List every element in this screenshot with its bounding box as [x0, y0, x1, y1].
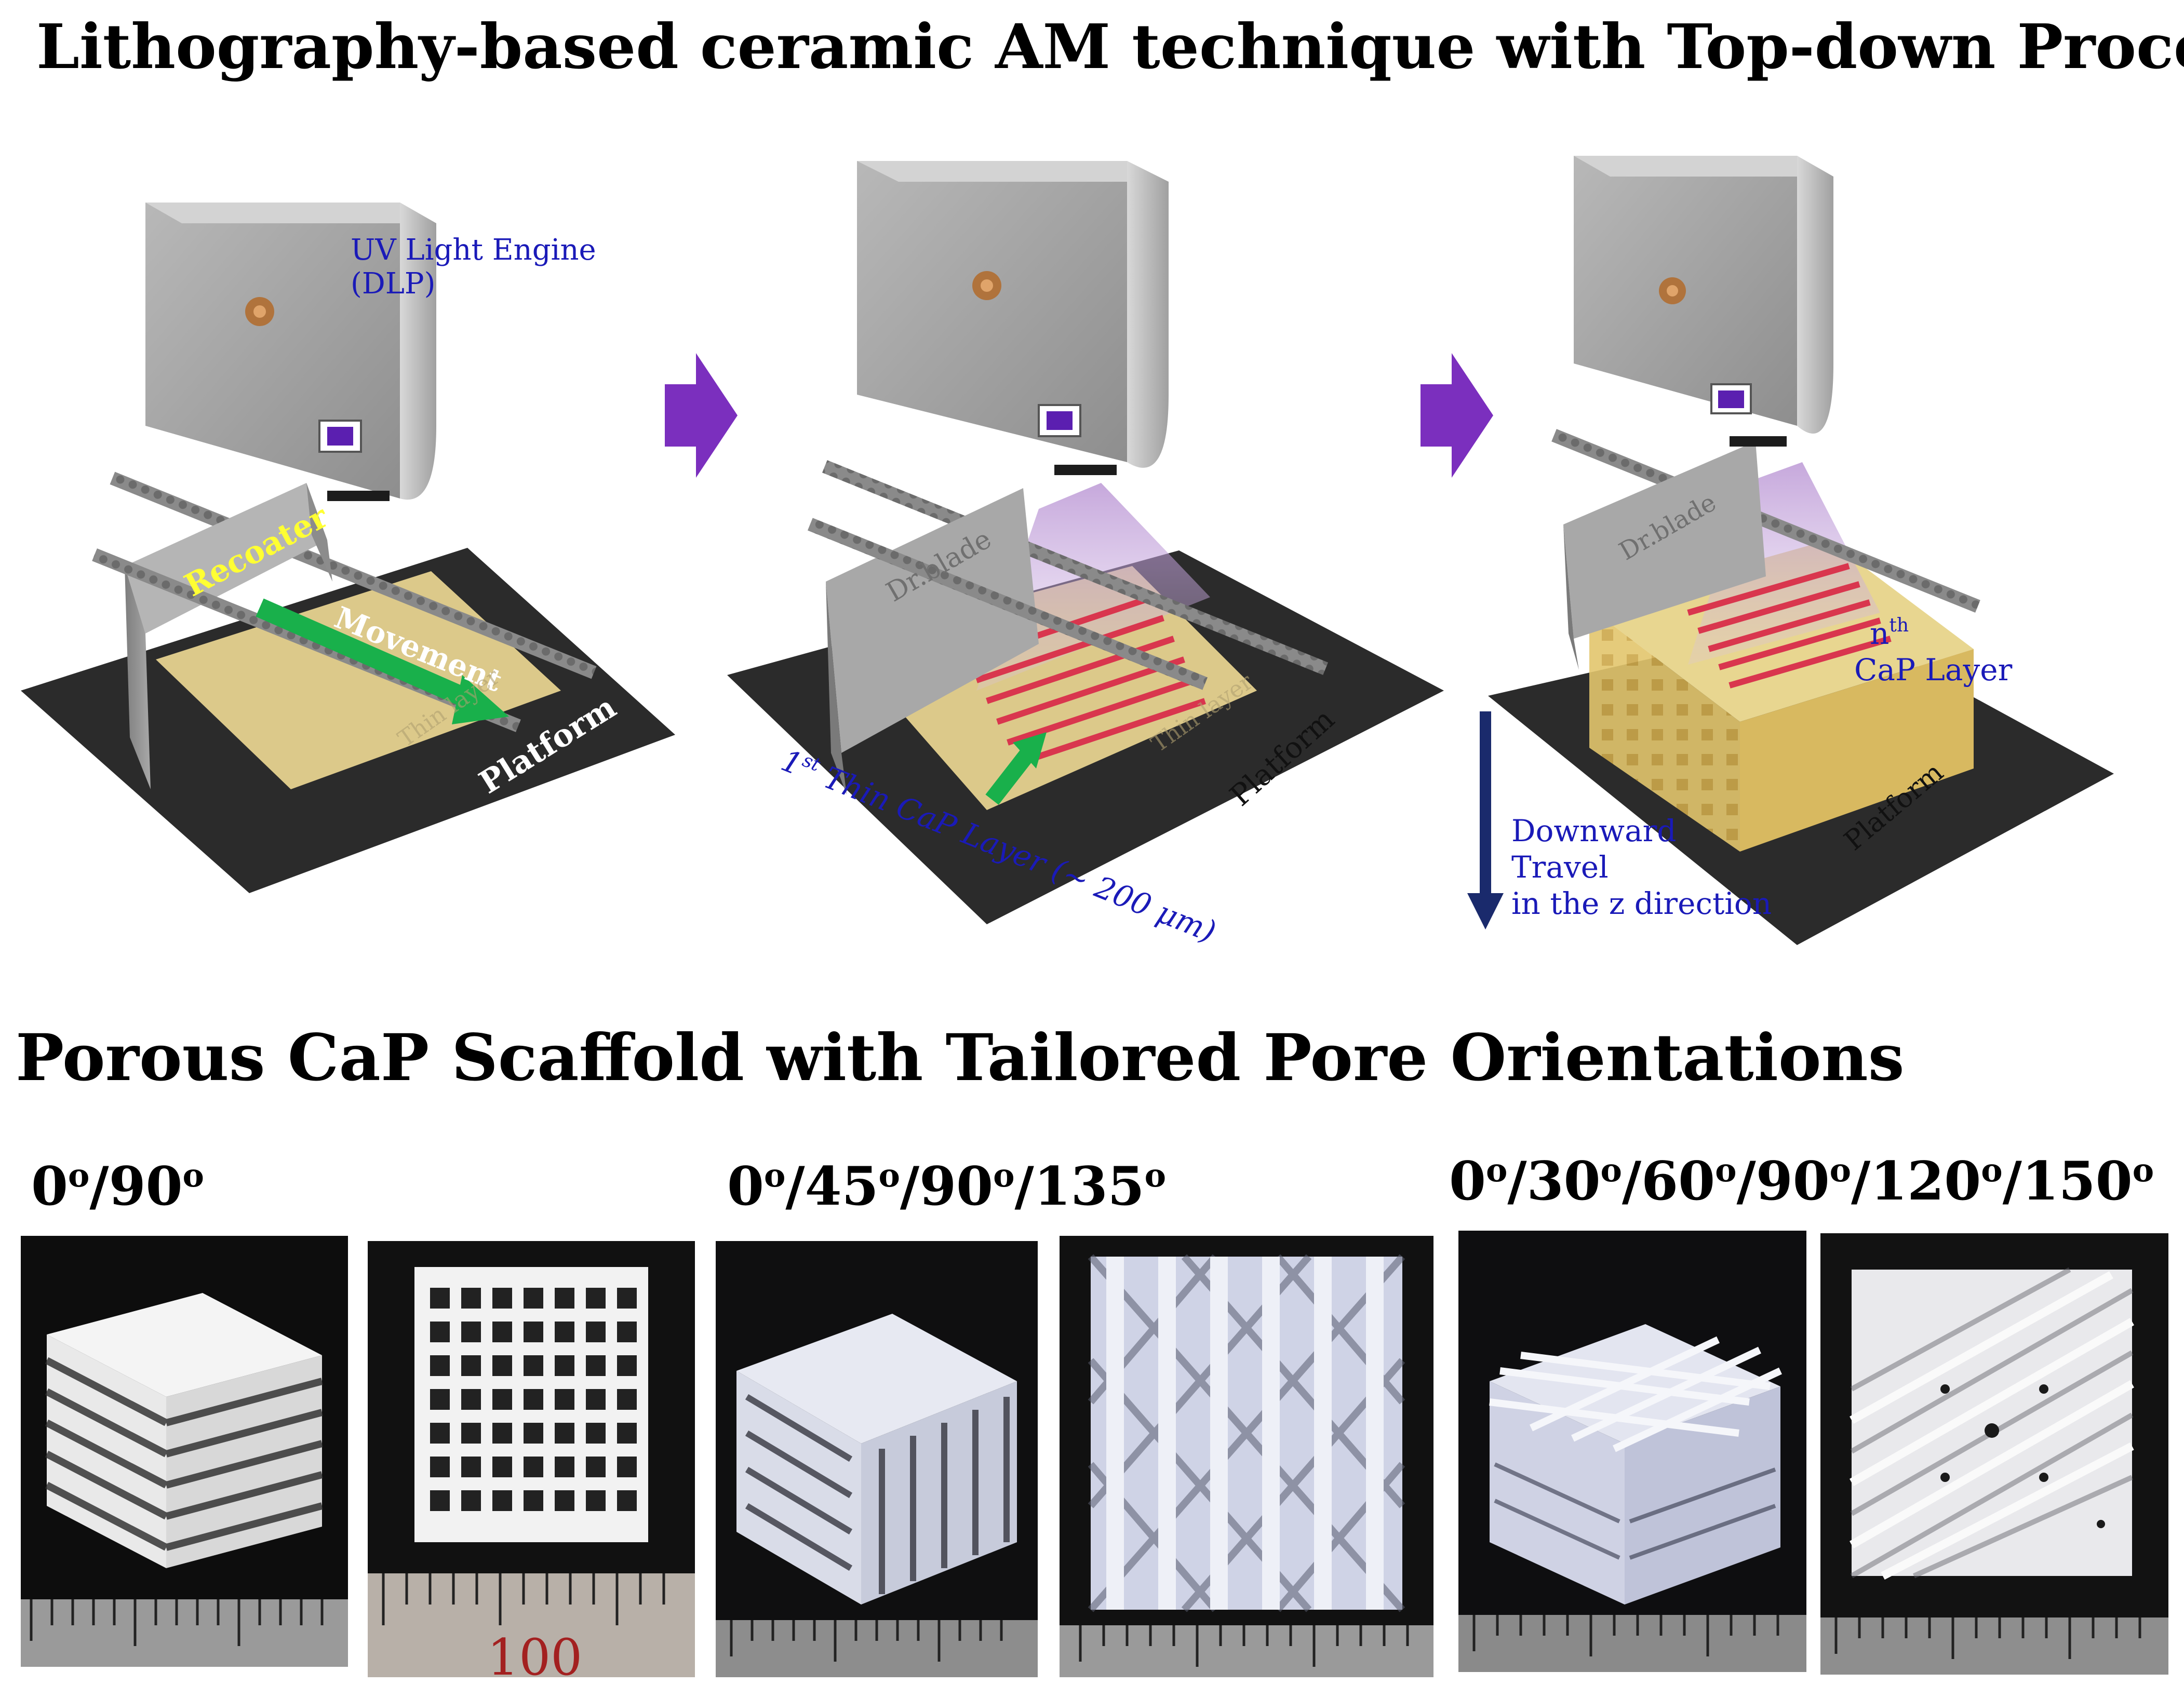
step3-raster-lines: [1687, 563, 1892, 689]
step2-blade: [826, 488, 1039, 753]
scaffold-photo-0-30-60-90-120-150-top: [1820, 1233, 2168, 1675]
step3-layer-label: nth: [1870, 615, 1909, 651]
step1-resin-layer: [156, 571, 561, 789]
step1-movement-arrow: [256, 598, 477, 710]
group1-label: 0o/90o: [31, 1155, 204, 1218]
step1-illustration: UV Light Engine (DLP) Recoater Movement …: [21, 203, 675, 893]
step2-light-engine: [857, 161, 1127, 462]
section-title: Porous CaP Scaffold with Tailored Pore O…: [16, 1020, 1905, 1096]
step3-blade: [1563, 441, 1766, 639]
step-arrow-2: [1421, 353, 1493, 478]
step3-block-side: [1740, 649, 1974, 852]
process-diagram: UV Light Engine (DLP) Recoater Movement …: [21, 156, 2114, 949]
step1-engine-label: UV Light Engine: [351, 233, 596, 267]
step-arrow-1: [665, 353, 738, 478]
step1-rail-front: [92, 548, 521, 732]
group2-label: 0o/45o/90o/135o: [727, 1155, 1166, 1218]
group3-label: 0o/30o/60o/90o/120o/150o: [1449, 1150, 2154, 1212]
scaffold-photo-0-90-iso: [21, 1236, 348, 1667]
ruler-number: 100: [487, 1628, 582, 1677]
step3-travel-label-3: in the z direction: [1511, 886, 1772, 921]
step3-travel-label-2: Travel: [1511, 850, 1609, 885]
scaffold-photo-0-90-top: 100: [368, 1241, 695, 1677]
scaffold-photo-0-45-90-135-top: [1060, 1236, 1433, 1677]
step3-illustration: Dr.blade nth CaP Layer Platform Downward…: [1467, 156, 2114, 945]
step1-engine-label-2: (DLP): [351, 267, 435, 301]
main-title: Lithography-based ceramic AM technique w…: [36, 10, 2184, 83]
step3-travel-label-1: Downward: [1511, 813, 1677, 848]
step2-illustration: Dr.blade Thin layer Platform 1st Thin Ca…: [727, 161, 1444, 949]
scaffold-photo-0-30-60-90-120-150-iso: [1458, 1231, 1806, 1672]
scaffold-photo-0-45-90-135-iso: [716, 1241, 1038, 1677]
step1-recoater: [125, 483, 327, 633]
step3-block-front: [1589, 608, 1740, 852]
step3-layer-label-2: CaP Layer: [1854, 652, 2013, 688]
step2-layer-arrow: [985, 748, 1035, 805]
